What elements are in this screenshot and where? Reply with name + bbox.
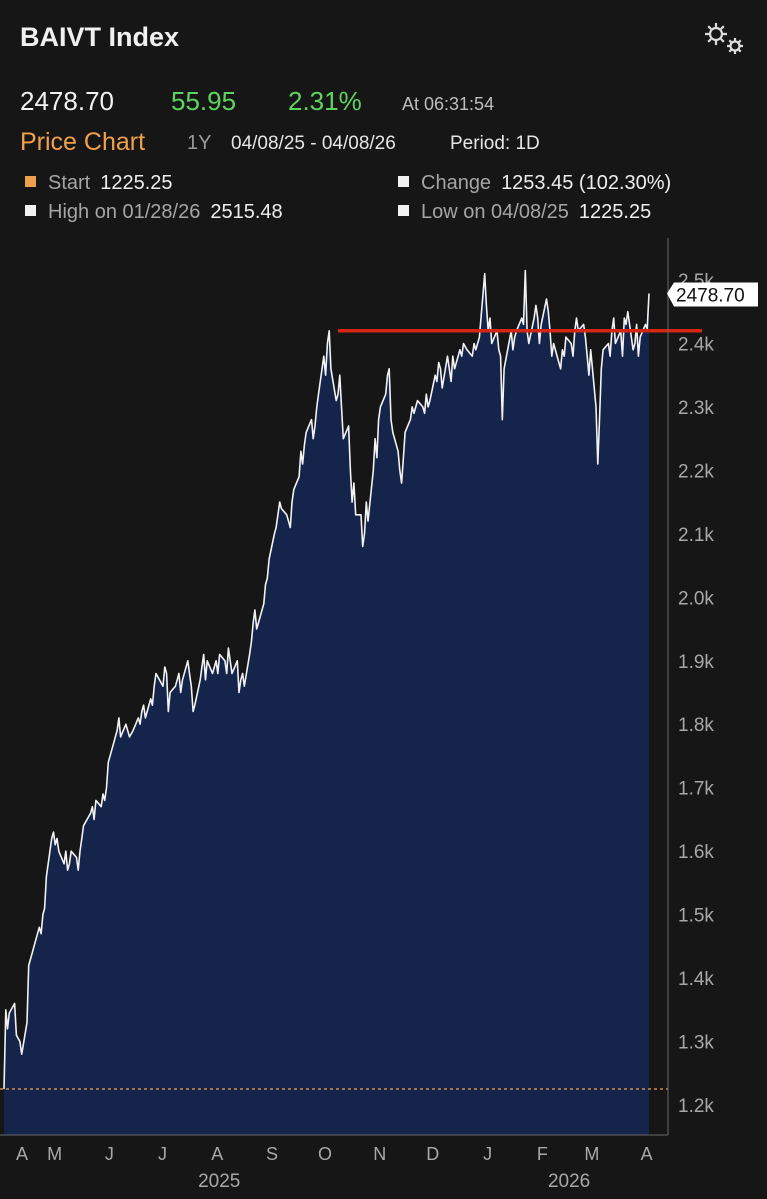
page-title: BAIVT Index [20,22,180,52]
x-month-label: J [105,1144,114,1164]
x-month-label: A [16,1144,28,1164]
x-month-label: A [641,1144,653,1164]
y-tick-label: 2.3k [678,398,714,419]
x-month-label: F [537,1144,548,1164]
settings-gear-icon[interactable] [700,18,748,60]
low-legend-swatch [398,205,409,217]
price-change-percent: 2.31% [288,86,362,116]
stat-start-label: Start [48,172,91,194]
x-month-label: J [483,1144,492,1164]
y-tick-label: 1.2k [678,1096,714,1117]
x-month-label: D [426,1144,439,1164]
price-chart-title: Price Chart [20,128,146,156]
change-legend-swatch [398,176,409,188]
y-tick-label: 1.5k [678,906,714,927]
price-line [3,269,650,1090]
stat-low-value: 1225.25 [578,201,652,223]
y-tick-label: 2.2k [678,461,714,482]
price-area [4,270,649,1135]
stat-start: Start 1225.25 [25,172,173,195]
y-tick-label: 1.7k [678,779,714,800]
stat-change-label: Change [421,172,492,194]
stat-high-label: High on 01/28/26 [48,201,201,223]
x-month-label: A [211,1144,223,1164]
stat-low-label: Low on 04/08/25 [421,201,569,223]
last-value-label: 2478.70 [676,286,745,307]
stat-change: Change 1253.45 (102.30%) [398,172,671,195]
date-range[interactable]: 04/08/25 - 04/08/26 [231,133,396,154]
stat-change-value: 1253.45 (102.30%) [501,172,672,194]
quote-time: At 06:31:54 [402,94,495,114]
y-tick-label: 2.0k [678,588,714,609]
period-selector[interactable]: Period: 1D [450,133,540,154]
price-change: 55.95 [171,86,237,116]
x-month-label: N [373,1144,386,1164]
x-month-label: J [158,1144,167,1164]
x-year-label: 2026 [548,1171,590,1192]
y-tick-label: 1.6k [678,842,714,863]
price-chart[interactable]: 1.2k 1.3k 1.4k 1.5k 1.6k 1.7k 1.8k 1.9k 2.0k 2.1k… [0,238,767,1199]
y-tick-label: 1.9k [678,652,714,673]
y-tick-label: 1.4k [678,969,714,990]
x-month-label: M [47,1144,62,1164]
stat-high-value: 2515.48 [210,201,283,223]
y-tick-label: 2.1k [678,525,714,546]
x-month-label: M [584,1144,599,1164]
stat-low: Low on 04/08/25 1225.25 [398,201,651,224]
x-month-label: O [318,1144,332,1164]
y-tick-label: 1.8k [678,715,714,736]
last-value-box [667,282,758,307]
x-month-label: S [266,1144,278,1164]
stat-start-value: 1225.25 [100,172,173,194]
high-legend-swatch [25,205,36,217]
y-tick-label: 1.3k [678,1033,714,1054]
stat-high: High on 01/28/26 2515.48 [25,201,283,224]
y-tick-label: 2.4k [678,334,714,355]
start-legend-swatch [25,176,36,188]
last-price: 2478.70 [20,86,114,116]
x-year-label: 2025 [198,1171,240,1192]
range-selector[interactable]: 1Y [187,132,212,154]
